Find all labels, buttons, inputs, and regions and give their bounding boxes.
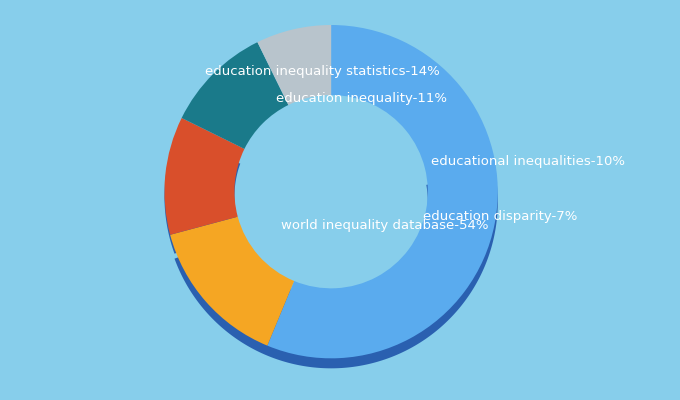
Text: education inequality-11%: education inequality-11% [275, 92, 447, 105]
Wedge shape [258, 25, 331, 105]
Text: education inequality statistics-14%: education inequality statistics-14% [205, 65, 440, 78]
Wedge shape [165, 118, 244, 235]
Text: education disparity-7%: education disparity-7% [423, 210, 577, 223]
Text: educational inequalities-10%: educational inequalities-10% [431, 155, 625, 168]
Text: world inequality database-54%: world inequality database-54% [281, 218, 489, 232]
Polygon shape [165, 140, 240, 254]
Polygon shape [175, 173, 498, 368]
Wedge shape [170, 217, 294, 346]
Wedge shape [267, 25, 498, 358]
Wedge shape [182, 42, 288, 149]
